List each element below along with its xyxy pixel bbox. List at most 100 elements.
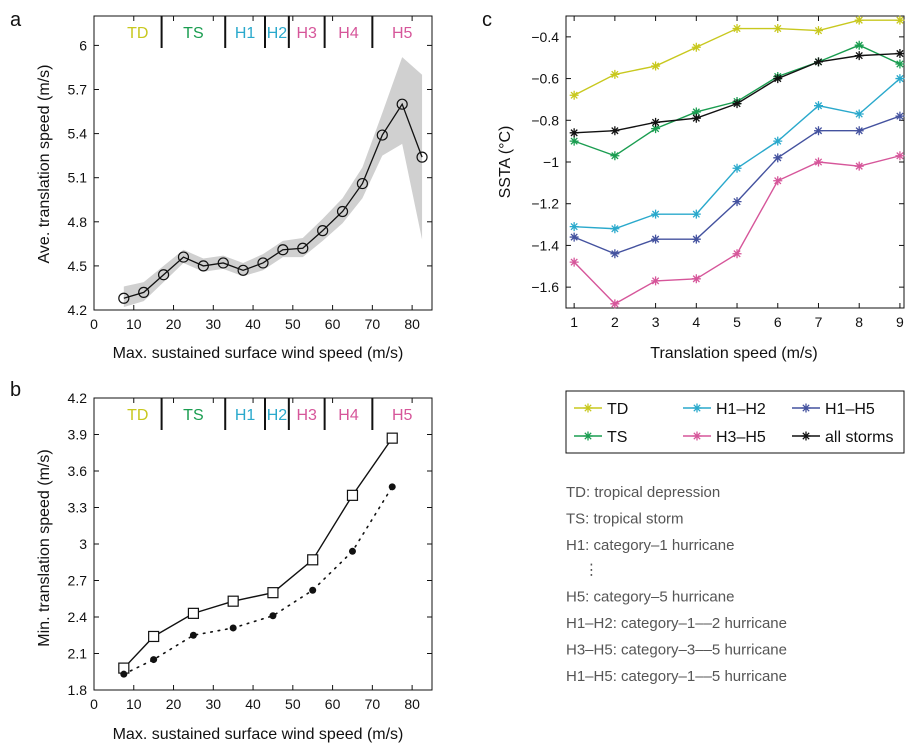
series-line [123, 437, 393, 669]
legend-label: all storms [825, 429, 893, 446]
note-ellipsis: ⋮ [584, 562, 599, 579]
data-point [569, 257, 579, 267]
data-point [610, 151, 620, 161]
data-point [610, 299, 620, 309]
data-point [120, 670, 128, 678]
x-tick-label: 60 [325, 316, 341, 332]
data-point [732, 99, 742, 109]
x-tick-label: 30 [206, 316, 222, 332]
x-tick-label: 30 [206, 696, 222, 712]
panel-b-plot: 0 10 20 30 40 50 60 70 80 1.8 2.1 2.4 2.7 3 3.3 3.6 3.9 4… [68, 390, 433, 712]
data-point [773, 136, 783, 146]
panel-b-ylabel: Min. translation speed (m/s) [36, 449, 53, 646]
x-tick-label: 3 [652, 314, 660, 330]
data-point [691, 209, 701, 219]
y-tick-label: 2.1 [68, 646, 88, 662]
data-point [651, 234, 661, 244]
x-tick-label: 20 [166, 316, 182, 332]
note-line: TD: tropical depression [566, 484, 720, 501]
data-point [416, 151, 428, 163]
note-line: H1–H2: category–1––2 hurricane [566, 615, 787, 632]
category-label: TD [127, 25, 148, 42]
y-tick-label: 4.8 [68, 214, 88, 230]
data-point [854, 15, 864, 25]
x-tick-label: 1 [570, 314, 578, 330]
data-point [895, 49, 905, 59]
category-label: H4 [338, 407, 359, 424]
abbreviation-notes: TD: tropical depression TS: tropical stor… [566, 484, 787, 685]
legend-marker [692, 431, 702, 441]
note-line: H3–H5: category–3––5 hurricane [566, 642, 787, 659]
data-point [569, 128, 579, 138]
data-point [854, 40, 864, 50]
data-point [396, 98, 408, 110]
x-tick-label: 9 [896, 314, 904, 330]
data-point [177, 251, 190, 263]
y-tick-label: −1.2 [531, 196, 559, 212]
x-tick-label: 40 [245, 696, 261, 712]
y-tick-label: 3.9 [68, 427, 88, 443]
data-point [569, 136, 579, 146]
data-point [569, 232, 579, 242]
y-tick-label: 4.2 [68, 390, 88, 406]
data-point [277, 244, 289, 256]
data-point [854, 109, 864, 119]
data-point [569, 222, 579, 232]
y-tick-label: 3.3 [68, 500, 88, 516]
note-line: H1: category–1 hurricane [566, 537, 734, 554]
data-point [237, 264, 249, 276]
x-tick-label: 6 [774, 314, 782, 330]
data-point [148, 630, 160, 643]
legend-label: TD [607, 401, 628, 418]
category-label: H3 [297, 25, 318, 42]
y-tick-label: −1.4 [531, 237, 559, 253]
data-point [150, 656, 158, 664]
x-tick-label: 0 [90, 696, 98, 712]
data-point [773, 74, 783, 84]
data-point [651, 61, 661, 71]
data-point [346, 489, 359, 501]
note-line: H5: category–5 hurricane [566, 589, 734, 606]
legend-marker [583, 431, 593, 441]
y-tick-label: 2.7 [68, 573, 88, 589]
y-tick-label: 1.8 [68, 682, 88, 698]
category-label: H3 [297, 407, 318, 424]
x-tick-label: 10 [126, 696, 142, 712]
x-tick-label: 70 [365, 316, 381, 332]
category-label: H1 [235, 407, 256, 424]
data-point [138, 286, 150, 298]
panel-a-ylabel: Ave. translation speed (m/s) [36, 65, 53, 264]
series-line [573, 115, 901, 255]
plot-frame [565, 15, 905, 309]
data-point [610, 126, 620, 136]
category-label: H1 [235, 25, 256, 42]
x-tick-label: 50 [285, 696, 301, 712]
series-line [123, 102, 423, 299]
legend-label: H1–H2 [716, 401, 766, 418]
data-point [773, 24, 783, 34]
data-point [732, 163, 742, 173]
data-point [895, 59, 905, 69]
legend-marker [801, 403, 811, 413]
x-tick-label: 0 [90, 316, 98, 332]
data-point [813, 126, 823, 136]
plot-frame [93, 15, 433, 311]
x-tick-label: 40 [245, 316, 261, 332]
data-point [309, 586, 317, 594]
x-tick-label: 80 [404, 696, 420, 712]
legend-label: H1–H5 [825, 401, 875, 418]
y-tick-label: 5.1 [68, 170, 88, 186]
y-tick-label: 3.6 [68, 463, 88, 479]
panel-c-legend: TD H1–H2 H1–H5 TS H3–H5 all storms [565, 390, 905, 454]
data-point [854, 126, 864, 136]
data-point [854, 51, 864, 61]
x-tick-label: 5 [733, 314, 741, 330]
y-tick-label: −0.8 [531, 112, 559, 128]
data-point [854, 161, 864, 171]
data-point [813, 26, 823, 36]
series-line [123, 486, 394, 675]
y-tick-label: 2.4 [68, 609, 88, 625]
category-label: H5 [392, 407, 413, 424]
data-point [229, 624, 237, 632]
legend-label: H3–H5 [716, 429, 766, 446]
